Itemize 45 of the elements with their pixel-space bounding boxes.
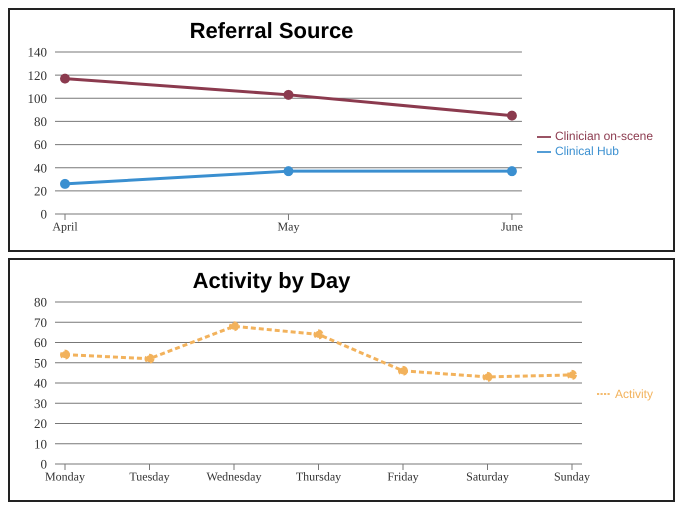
point [482,372,492,382]
x-tick-label: June [500,220,523,234]
y-tick-label: 40 [34,160,47,176]
y-tick-label: 50 [34,355,47,370]
point [228,321,239,332]
point [283,90,294,100]
point [144,354,154,364]
y-tick-label: 60 [34,137,47,152]
y-tick-label: 80 [34,114,47,130]
y-tick-label: 10 [34,436,47,452]
y-tick-label: 30 [34,396,47,411]
point [283,166,294,176]
x-tick-label: Tuesday [129,470,170,484]
chart-title: Activity by Day [192,267,352,294]
x-tick-label: May [277,220,300,234]
y-tick-label: 140 [28,44,47,60]
x-tick-label: Saturday [466,470,509,484]
y-tick-label: 80 [34,294,47,310]
point [506,166,517,176]
x-tick-label: Monday [45,470,85,484]
y-tick-label: 100 [28,90,47,106]
point [313,329,324,340]
point [60,350,70,360]
y-tick-label: 120 [28,68,47,83]
legend-label: Clinical Hub [554,144,619,158]
x-tick-label: Thursday [296,470,342,484]
x-tick-label: Friday [387,470,419,484]
point [60,74,70,84]
chart-title: Referral Source [188,17,354,44]
y-tick-label: 0 [40,206,47,222]
point [398,366,408,376]
y-tick-label: 20 [34,416,47,432]
legend-label: Clinician on-scene [554,129,653,144]
x-tick-label: Sunday [554,470,590,484]
y-tick-label: 40 [34,376,47,391]
point [506,110,517,121]
y-tick-label: 70 [34,314,47,330]
y-tick-label: 0 [40,456,47,472]
point [60,178,70,189]
point [566,370,577,380]
y-tick-label: 60 [34,335,47,350]
x-tick-label: Wednesday [206,470,262,484]
x-tick-label: April [52,220,78,234]
legend-label: Activity [614,386,653,401]
y-tick-label: 20 [34,183,47,198]
